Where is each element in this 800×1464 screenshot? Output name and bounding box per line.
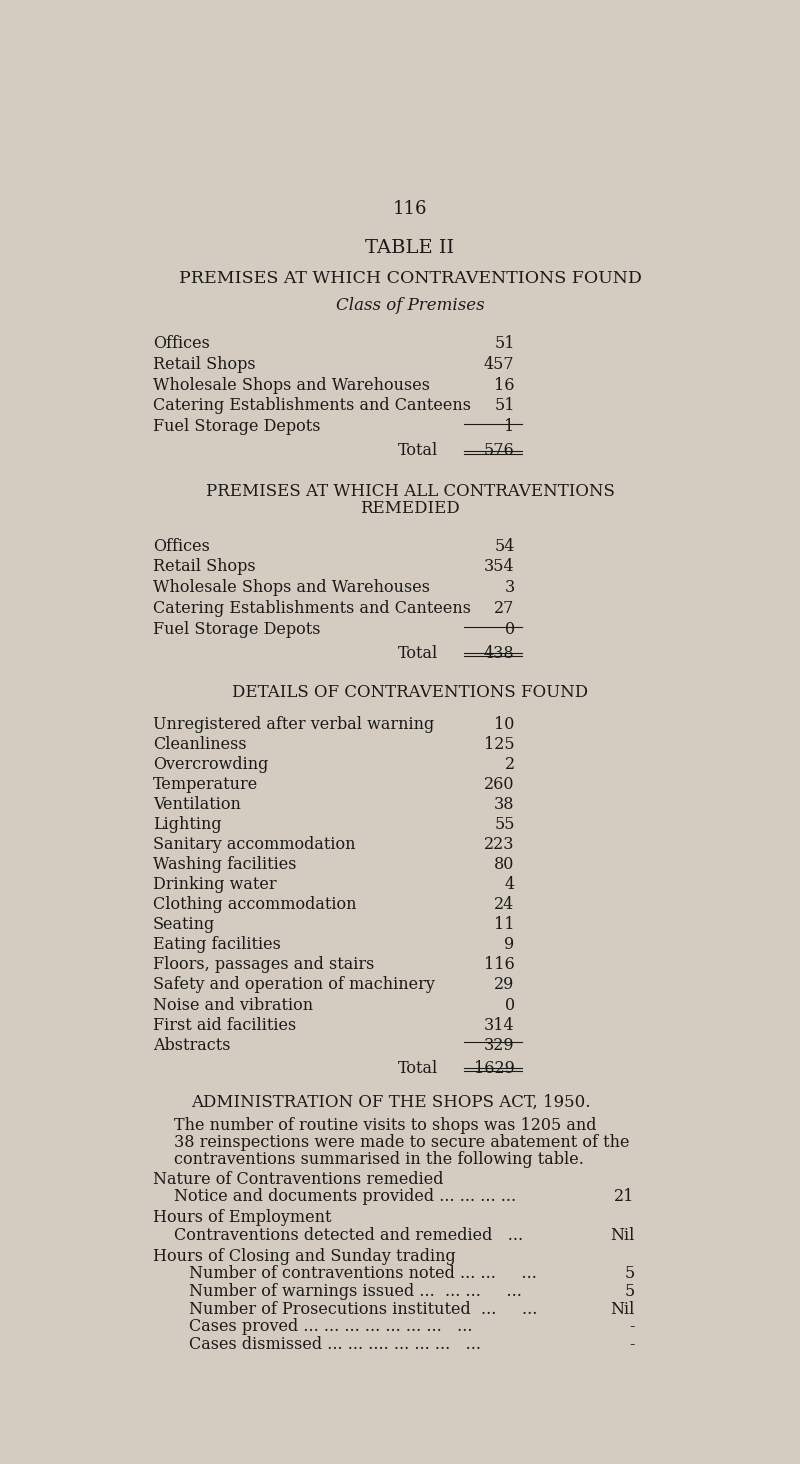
Text: 24: 24 [494, 896, 514, 914]
Text: 21: 21 [614, 1189, 634, 1205]
Text: 3: 3 [504, 580, 514, 596]
Text: 260: 260 [484, 776, 514, 793]
Text: 11: 11 [494, 916, 514, 934]
Text: Contraventions detected and remedied   ...: Contraventions detected and remedied ... [174, 1227, 522, 1244]
Text: 51: 51 [494, 397, 514, 414]
Text: Floors, passages and stairs: Floors, passages and stairs [153, 956, 374, 974]
Text: 38 reinspections were made to secure abatement of the: 38 reinspections were made to secure aba… [174, 1135, 629, 1151]
Text: contraventions summarised in the following table.: contraventions summarised in the followi… [174, 1151, 583, 1168]
Text: Catering Establishments and Canteens: Catering Establishments and Canteens [153, 397, 470, 414]
Text: Noise and vibration: Noise and vibration [153, 997, 313, 1013]
Text: ADMINISTRATION OF THE SHOPS ACT, 1950.: ADMINISTRATION OF THE SHOPS ACT, 1950. [191, 1094, 591, 1111]
Text: 4: 4 [505, 877, 514, 893]
Text: The number of routine visits to shops was 1205 and: The number of routine visits to shops wa… [174, 1117, 596, 1135]
Text: 457: 457 [484, 356, 514, 373]
Text: 116: 116 [393, 201, 427, 218]
Text: Retail Shops: Retail Shops [153, 356, 255, 373]
Text: 38: 38 [494, 796, 514, 814]
Text: Offices: Offices [153, 335, 210, 351]
Text: Wholesale Shops and Warehouses: Wholesale Shops and Warehouses [153, 580, 430, 596]
Text: Hours of Employment: Hours of Employment [153, 1209, 331, 1225]
Text: 55: 55 [494, 817, 514, 833]
Text: Cases dismissed ... ... .... ... ... ...   ...: Cases dismissed ... ... .... ... ... ...… [189, 1337, 481, 1353]
Text: Total: Total [398, 644, 438, 662]
Text: -: - [630, 1319, 634, 1335]
Text: 576: 576 [484, 442, 514, 460]
Text: First aid facilities: First aid facilities [153, 1016, 296, 1034]
Text: 125: 125 [484, 736, 514, 754]
Text: Nil: Nil [610, 1227, 634, 1244]
Text: Unregistered after verbal warning: Unregistered after verbal warning [153, 716, 434, 733]
Text: Washing facilities: Washing facilities [153, 856, 296, 874]
Text: Number of warnings issued ...  ... ...     ...: Number of warnings issued ... ... ... ..… [189, 1282, 522, 1300]
Text: PREMISES AT WHICH ALL CONTRAVENTIONS: PREMISES AT WHICH ALL CONTRAVENTIONS [206, 483, 614, 499]
Text: Drinking water: Drinking water [153, 877, 276, 893]
Text: Retail Shops: Retail Shops [153, 558, 255, 575]
Text: 1629: 1629 [474, 1060, 514, 1076]
Text: DETAILS OF CONTRAVENTIONS FOUND: DETAILS OF CONTRAVENTIONS FOUND [232, 684, 588, 701]
Text: Eating facilities: Eating facilities [153, 937, 281, 953]
Text: 354: 354 [484, 558, 514, 575]
Text: 80: 80 [494, 856, 514, 874]
Text: 27: 27 [494, 600, 514, 616]
Text: Nature of Contraventions remedied: Nature of Contraventions remedied [153, 1171, 443, 1187]
Text: Total: Total [398, 442, 438, 460]
Text: 54: 54 [494, 537, 514, 555]
Text: 223: 223 [484, 836, 514, 854]
Text: Fuel Storage Depots: Fuel Storage Depots [153, 419, 320, 435]
Text: 314: 314 [484, 1016, 514, 1034]
Text: Seating: Seating [153, 916, 215, 934]
Text: Lighting: Lighting [153, 817, 222, 833]
Text: Ventilation: Ventilation [153, 796, 241, 814]
Text: REMEDIED: REMEDIED [360, 499, 460, 517]
Text: Overcrowding: Overcrowding [153, 757, 268, 773]
Text: 29: 29 [494, 976, 514, 994]
Text: 1: 1 [504, 419, 514, 435]
Text: TABLE II: TABLE II [366, 239, 454, 256]
Text: Cases proved ... ... ... ... ... ... ...   ...: Cases proved ... ... ... ... ... ... ...… [189, 1319, 473, 1335]
Text: 5: 5 [625, 1265, 634, 1282]
Text: Offices: Offices [153, 537, 210, 555]
Text: 0: 0 [505, 997, 514, 1013]
Text: 116: 116 [484, 956, 514, 974]
Text: Sanitary accommodation: Sanitary accommodation [153, 836, 355, 854]
Text: Total: Total [398, 1060, 438, 1076]
Text: Number of Prosecutions instituted  ...     ...: Number of Prosecutions instituted ... ..… [189, 1300, 538, 1318]
Text: 9: 9 [504, 937, 514, 953]
Text: Number of contraventions noted ... ...     ...: Number of contraventions noted ... ... .… [189, 1265, 537, 1282]
Text: 5: 5 [625, 1282, 634, 1300]
Text: PREMISES AT WHICH CONTRAVENTIONS FOUND: PREMISES AT WHICH CONTRAVENTIONS FOUND [178, 269, 642, 287]
Text: Nil: Nil [610, 1300, 634, 1318]
Text: 329: 329 [484, 1037, 514, 1054]
Text: 2: 2 [505, 757, 514, 773]
Text: 10: 10 [494, 716, 514, 733]
Text: 438: 438 [484, 644, 514, 662]
Text: Class of Premises: Class of Premises [336, 297, 484, 315]
Text: 16: 16 [494, 376, 514, 394]
Text: Clothing accommodation: Clothing accommodation [153, 896, 356, 914]
Text: Notice and documents provided ... ... ... ...: Notice and documents provided ... ... ..… [174, 1189, 516, 1205]
Text: Temperature: Temperature [153, 776, 258, 793]
Text: Safety and operation of machinery: Safety and operation of machinery [153, 976, 434, 994]
Text: Fuel Storage Depots: Fuel Storage Depots [153, 621, 320, 638]
Text: 0: 0 [505, 621, 514, 638]
Text: Hours of Closing and Sunday trading: Hours of Closing and Sunday trading [153, 1247, 455, 1265]
Text: Cleanliness: Cleanliness [153, 736, 246, 754]
Text: Wholesale Shops and Warehouses: Wholesale Shops and Warehouses [153, 376, 430, 394]
Text: Abstracts: Abstracts [153, 1037, 230, 1054]
Text: 51: 51 [494, 335, 514, 351]
Text: Catering Establishments and Canteens: Catering Establishments and Canteens [153, 600, 470, 616]
Text: -: - [630, 1337, 634, 1353]
